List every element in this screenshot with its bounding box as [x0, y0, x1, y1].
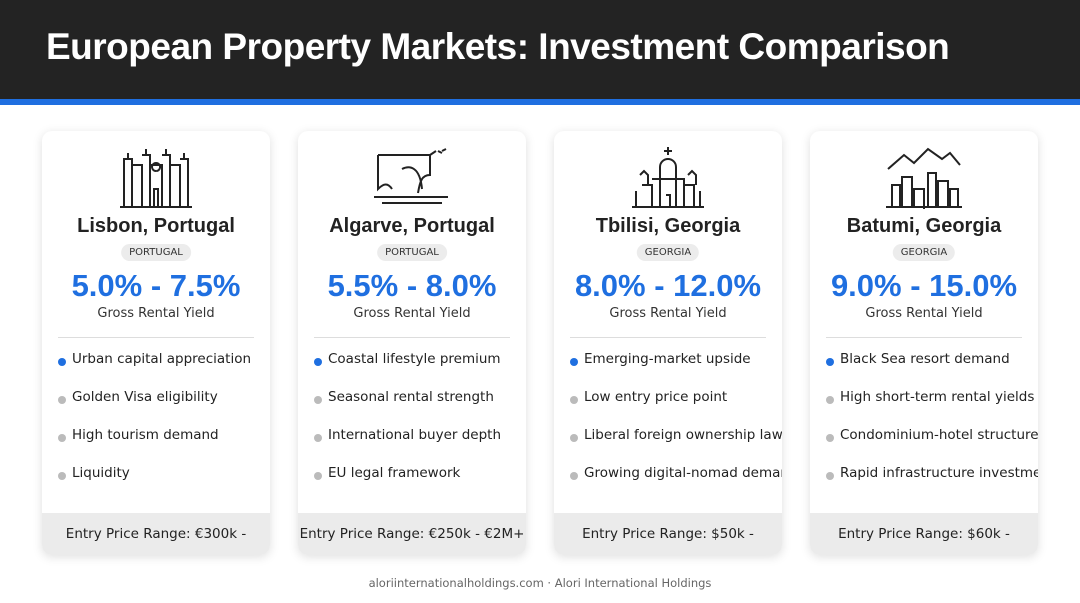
icon [628, 145, 708, 209]
feature: Condominium-hotel structures [840, 427, 1038, 443]
feature: High tourism demand [72, 427, 219, 443]
country-badge: PORTUGAL [377, 244, 447, 261]
divider [826, 337, 1022, 338]
feature: Seasonal rental strength [328, 389, 494, 405]
card: Tbilisi, Georgia GEORGIA 8.0% - 12.0% Gross… [554, 131, 782, 555]
bullet-dot [314, 472, 322, 480]
feature: Liquidity [72, 465, 130, 481]
feature: Liberal foreign ownership laws [584, 427, 782, 443]
bullet-dot [826, 472, 834, 480]
yield-label: Gross Rental Yield [865, 306, 983, 321]
country-badge: GEORGIA [892, 244, 956, 261]
divider [570, 337, 766, 338]
feature: Coastal lifestyle premium [328, 351, 501, 367]
feature: Urban capital appreciation [72, 351, 252, 367]
feature: Rapid infrastructure investment [840, 465, 1038, 481]
yield-label: Gross Rental Yield [609, 306, 727, 321]
bullet-dot [58, 358, 66, 366]
yield-range: 8.0% - 12.0% [574, 268, 762, 303]
bullet-dot [826, 434, 834, 442]
bullet-dot [58, 434, 66, 442]
card: Lisbon, Portugal PORTUGAL 5.0% - 7.5% Gross… [42, 131, 270, 555]
bullet-dot [826, 358, 834, 366]
icon [884, 145, 964, 211]
bullet-dot [314, 358, 322, 366]
entry-price: Entry Price Range: $60k - $600k+ [810, 513, 1038, 555]
header: European Property Markets: Investment Co… [0, 0, 1080, 105]
country-badge: GEORGIA [636, 244, 700, 261]
yield-label: Gross Rental Yield [97, 306, 215, 321]
entry-price: Entry Price Range: $50k - $500k+ [554, 513, 782, 555]
yield-label: Gross Rental Yield [353, 306, 471, 321]
yield-range: 5.0% - 7.5% [71, 268, 241, 303]
icon [372, 145, 452, 209]
yield-range: 9.0% - 15.0% [830, 268, 1018, 303]
city-name: Tbilisi, Georgia [595, 215, 741, 237]
city-name: Batumi, Georgia [846, 215, 1002, 237]
feature: International buyer depth [328, 427, 502, 443]
feature: Low entry price point [584, 389, 728, 405]
bullet-dot [826, 396, 834, 404]
city-name: Lisbon, Portugal [77, 215, 235, 237]
title: European Property Markets: Investment Co… [46, 26, 950, 67]
icon [116, 145, 196, 209]
bullet-dot [570, 358, 578, 366]
divider [58, 337, 254, 338]
feature: Emerging-market upside [584, 351, 751, 367]
yield-range: 5.5% - 8.0% [327, 268, 497, 303]
footer: aloriinternationalholdings.com · Alori I… [368, 576, 712, 590]
entry-price: Entry Price Range: €250k - €2M+ [298, 513, 526, 555]
bullet-dot [570, 472, 578, 480]
feature: EU legal framework [328, 465, 461, 481]
country-badge: PORTUGAL [121, 244, 191, 261]
feature: Growing digital-nomad demand [584, 465, 782, 481]
entry-price: Entry Price Range: €300k - €1.5M+ [42, 513, 270, 555]
card: Batumi, Georgia GEORGIA 9.0% - 15.0% Gross … [810, 131, 1038, 555]
bullet-dot [314, 434, 322, 442]
bullet-dot [58, 472, 66, 480]
bullet-dot [58, 396, 66, 404]
bullet-dot [314, 396, 322, 404]
bullet-dot [570, 434, 578, 442]
city-name: Algarve, Portugal [329, 215, 495, 237]
card: Algarve, Portugal PORTUGAL 5.5% - 8.0% Gros… [298, 131, 526, 555]
bullet-dot [570, 396, 578, 404]
divider [314, 337, 510, 338]
feature: High short-term rental yields [840, 389, 1035, 405]
feature: Black Sea resort demand [840, 351, 1010, 367]
feature: Golden Visa eligibility [72, 389, 218, 405]
